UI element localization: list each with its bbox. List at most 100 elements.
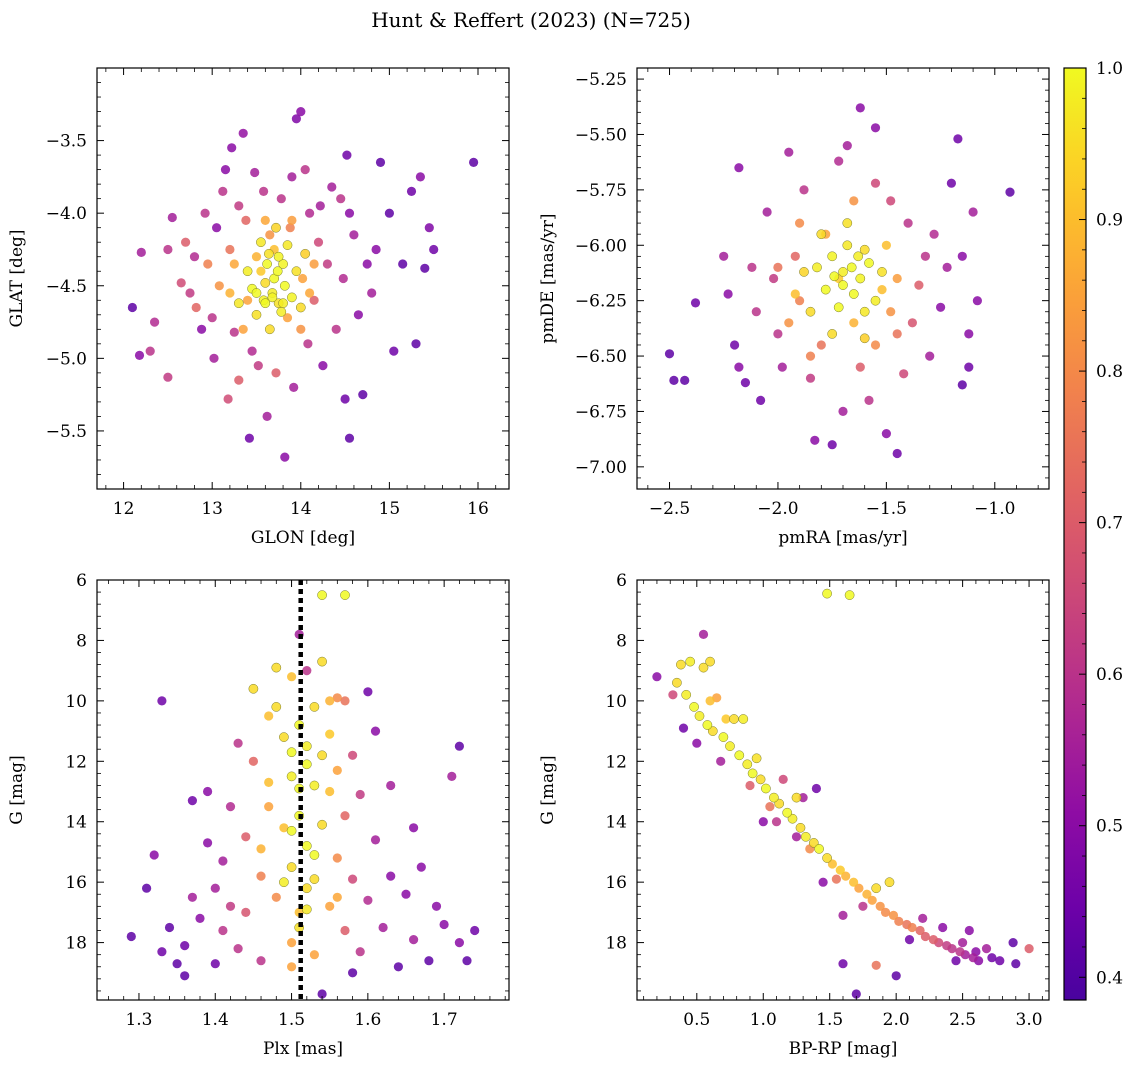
scatter-point	[692, 738, 702, 748]
scatter-point	[777, 362, 787, 372]
scatter-point	[251, 309, 262, 320]
scatter-point	[870, 123, 881, 133]
scatter-point	[301, 904, 312, 915]
scatter-point	[424, 956, 434, 966]
scatter-point	[827, 329, 838, 339]
scatter-point	[981, 944, 992, 954]
panel-bprp-g: 0.5 1.0 1.5 2.0 2.5 3.0 6 8 10 12 14 16 18 BP-RP [mag…	[538, 571, 1050, 1059]
scatter-point	[734, 362, 744, 372]
scatter-point	[664, 349, 675, 359]
scatter-point	[309, 295, 319, 305]
scatter-point	[870, 340, 881, 350]
scatter-point	[800, 831, 811, 842]
scatter-point	[849, 196, 859, 206]
x-tick-label: −2.5	[649, 499, 690, 519]
points-group	[664, 103, 1015, 459]
scatter-point	[262, 411, 272, 421]
scatter-point	[827, 440, 837, 450]
y-tick-label: 14	[65, 813, 87, 833]
scatter-point	[331, 324, 341, 334]
scatter-point	[816, 340, 826, 350]
scatter-point	[762, 207, 772, 217]
scatter-point	[771, 817, 782, 827]
scatter-point	[264, 711, 274, 721]
scatter-point	[907, 318, 918, 328]
x-tick-label: 1.7	[431, 1010, 458, 1030]
scatter-point	[920, 251, 931, 261]
scatter-point	[867, 895, 877, 905]
scatter-point	[870, 178, 881, 188]
x-tick-label: 13	[201, 499, 223, 519]
scatter-point	[256, 266, 266, 276]
scatter-point	[248, 756, 258, 766]
scatter-point	[189, 252, 200, 262]
scatter-point	[279, 823, 289, 833]
scatter-point	[142, 883, 152, 893]
scatter-point	[790, 289, 800, 299]
y-axis-label: G [mag]	[7, 755, 27, 824]
scatter-point	[340, 590, 350, 600]
scatter-point	[370, 835, 381, 845]
scatter-point	[842, 141, 852, 151]
y-tick-label: −7.00	[575, 458, 627, 478]
y-tick-label: −6.50	[575, 347, 627, 367]
scatter-point	[273, 251, 284, 262]
scatter-point	[698, 629, 709, 640]
scatter-point	[303, 339, 313, 349]
scatter-point	[822, 588, 832, 599]
scatter-point	[234, 375, 244, 385]
scatter-point	[250, 167, 260, 178]
scatter-point	[884, 877, 895, 888]
scatter-point	[429, 244, 439, 255]
scatter-point	[835, 865, 845, 875]
scatter-point	[200, 208, 210, 218]
scatter-point	[1011, 959, 1021, 969]
scatter-point	[747, 262, 757, 272]
scatter-point	[203, 259, 213, 269]
scatter-point	[233, 298, 244, 309]
scatter-point	[301, 759, 312, 770]
x-tick-label: −1.0	[974, 499, 1015, 519]
points-group	[126, 590, 480, 999]
scatter-point	[145, 346, 155, 356]
scatter-point	[260, 278, 271, 288]
scatter-point	[267, 292, 278, 303]
scatter-point	[829, 271, 840, 282]
scatter-point	[838, 406, 848, 416]
y-tick-label: 8	[76, 631, 87, 651]
scatter-point	[964, 925, 974, 936]
scatter-point	[685, 656, 696, 667]
scatter-point	[745, 780, 755, 791]
scatter-point	[849, 877, 859, 887]
plot-frame	[96, 579, 510, 1001]
y-tick-label: −6.25	[575, 292, 627, 312]
scatter-point	[197, 324, 207, 334]
x-axis-label: BP-RP [mag]	[789, 1039, 898, 1059]
scatter-point	[218, 925, 228, 936]
panel-plx-g: 1.3 1.4 1.5 1.6 1.7 6 8 10 12 14 16 18 Plx [mas] G [m…	[7, 571, 510, 1059]
scatter-point	[892, 329, 902, 339]
scatter-point	[816, 229, 827, 240]
scatter-point	[271, 222, 281, 233]
scatter-point	[309, 950, 319, 960]
scatter-point	[164, 922, 175, 933]
scatter-point	[903, 218, 913, 228]
scatter-point	[187, 796, 197, 806]
scatter-point	[234, 201, 244, 211]
scatter-point	[765, 802, 775, 812]
scatter-point	[325, 696, 335, 706]
y-tick-label: 14	[605, 813, 627, 833]
scatter-point	[229, 327, 239, 337]
scatter-point	[227, 143, 237, 153]
scatter-point	[424, 223, 434, 233]
scatter-point	[291, 114, 301, 124]
scatter-point	[244, 433, 254, 443]
scatter-point	[218, 856, 228, 866]
scatter-point	[431, 901, 442, 911]
scatter-point	[469, 157, 479, 167]
x-tick-label: 1.6	[354, 1010, 381, 1030]
scatter-point	[313, 237, 324, 247]
scatter-point	[287, 962, 297, 972]
scatter-point	[669, 375, 679, 385]
scatter-point	[285, 223, 295, 233]
